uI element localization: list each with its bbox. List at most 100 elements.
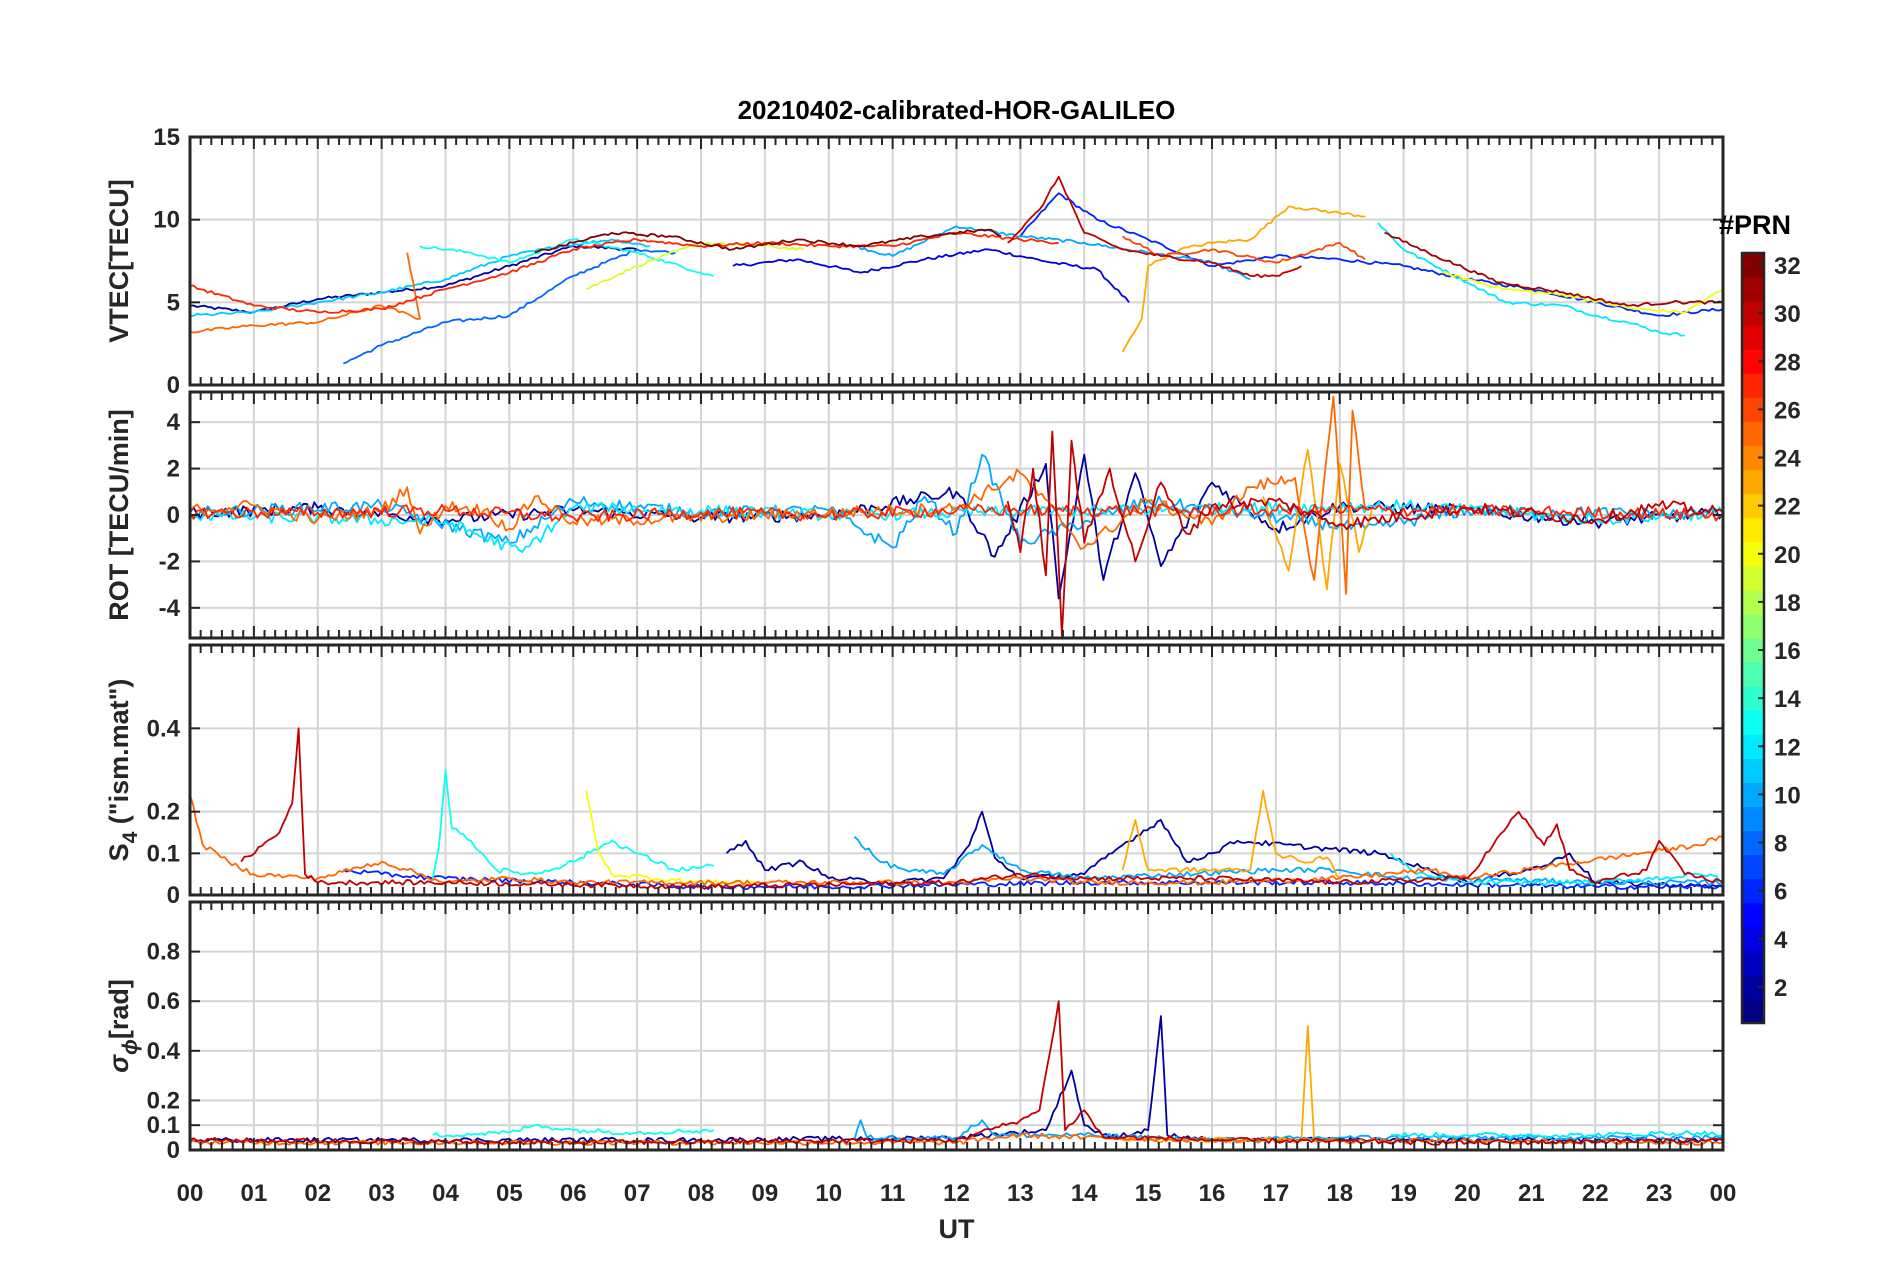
chart-title: 20210402-calibrated-HOR-GALILEO [738, 95, 1176, 125]
y-tick-label: 0 [167, 882, 180, 909]
x-tick-label: 12 [943, 1180, 970, 1207]
x-tick-label: 02 [304, 1180, 331, 1207]
x-tick-label: 11 [880, 1180, 905, 1207]
x-tick-label: 00 [1710, 1180, 1737, 1207]
colorbar-band [1742, 613, 1764, 639]
y-tick-label: 0.4 [147, 1038, 181, 1065]
panel-vtec: 0 5 10 15 VTEC[TECU] [104, 124, 1725, 399]
colorbar-tick-label: 2 [1774, 975, 1787, 1002]
x-tick-label: 17 [1263, 1180, 1290, 1207]
x-tick-label: 16 [1199, 1180, 1226, 1207]
y-tick-label: 0.2 [147, 799, 180, 826]
colorbar-band [1742, 349, 1764, 374]
x-tick-label: 14 [1071, 1180, 1098, 1207]
panel-s4: 00.10.20.4S4 ("ism.mat") [104, 643, 1725, 909]
colorbar-band [1742, 638, 1764, 663]
x-tick-label: 05 [496, 1180, 523, 1207]
y-tick-label: 0.1 [147, 1112, 180, 1139]
y-label-subscript: ϕ [119, 1039, 142, 1055]
y-tick-label: 15 [153, 124, 180, 151]
colorbar-tick-label: 8 [1774, 831, 1787, 858]
colorbar-band [1742, 878, 1764, 904]
series-prn-27 [190, 503, 1723, 523]
x-tick-label: 03 [368, 1180, 395, 1207]
series-prn-30 [240, 727, 1723, 890]
colorbar-tick-label: 4 [1774, 927, 1788, 954]
colorbar-band [1742, 421, 1764, 447]
series-prn-11 [190, 238, 651, 317]
y-tick-labels: 00.10.2 0.4 0.6 0.8 [147, 939, 1723, 1164]
series-prn-13 [431, 769, 714, 879]
series-prn-12 [1390, 1130, 1723, 1139]
series-group [190, 727, 1723, 890]
colorbar-band [1742, 589, 1764, 615]
colorbar-band [1742, 806, 1764, 832]
x-tick-label: 09 [752, 1180, 779, 1207]
axes-frame [188, 643, 1725, 897]
y-tick-label: 0 [167, 502, 180, 529]
y-tick-label: 2 [167, 456, 180, 483]
y-label-subscript: 4 [119, 831, 142, 843]
y-tick-label: 0.6 [147, 988, 180, 1015]
series-prn-20 [1441, 271, 1723, 314]
series-group [190, 395, 1723, 637]
x-tick-labels: 00 01 02 03 04 05 06 07 08 09 10 11 12 13 14 15 16 17 18 19… [177, 1180, 1737, 1207]
colorbar-band [1742, 998, 1764, 1024]
y-tick-label: 0 [167, 1137, 180, 1164]
colorbar-tick-label: 30 [1774, 301, 1801, 328]
axes-frame [188, 135, 1725, 387]
series-prn-12 [1377, 222, 1685, 337]
colorbar-band [1742, 253, 1764, 278]
colorbar-band [1742, 541, 1764, 567]
series-prn-10 [854, 225, 1251, 281]
colorbar-tick-label: 22 [1774, 494, 1801, 521]
colorbar-band [1742, 830, 1764, 856]
series-prn-10 [853, 836, 1723, 886]
x-tick-label: 23 [1646, 1180, 1673, 1207]
panel-sigma: 00.10.20.40.60.8σϕ[rad] [104, 900, 1725, 1164]
x-tick-label: 20 [1454, 1180, 1481, 1207]
colorbar-tick-label: 20 [1774, 542, 1801, 569]
x-tick-label: 10 [815, 1180, 842, 1207]
colorbar-band [1742, 734, 1764, 759]
colorbar-band [1742, 974, 1764, 1000]
colorbar-tick-label: 26 [1774, 397, 1801, 424]
colorbar-tick-label: 14 [1774, 686, 1801, 713]
colorbar-band [1742, 710, 1764, 735]
series-prn-25 [190, 395, 1367, 595]
series-prn-23 [1121, 205, 1366, 353]
x-tick-label: 21 [1518, 1180, 1545, 1207]
colorbar-tick-label: 10 [1774, 782, 1801, 809]
colorbar-tick-label: 18 [1774, 590, 1801, 617]
colorbar-band [1742, 758, 1764, 783]
series-prn-12 [1390, 852, 1723, 886]
colorbar-tick-label: 28 [1774, 349, 1801, 376]
colorbar-tick-label: 6 [1774, 879, 1787, 906]
x-tick-label: 00 [177, 1180, 204, 1207]
x-tick-label: 22 [1582, 1180, 1609, 1207]
x-tick-label: 13 [1007, 1180, 1034, 1207]
colorbar-band [1742, 686, 1764, 711]
colorbar-band [1742, 565, 1764, 591]
y-tick-label: -2 [159, 548, 180, 575]
colorbar-band [1742, 301, 1764, 326]
series-prn-25 [190, 252, 421, 334]
colorbar-tick-label: 12 [1774, 734, 1801, 761]
colorbar-band [1742, 950, 1764, 976]
x-tick-label: 07 [624, 1180, 651, 1207]
x-tick-label: 04 [432, 1180, 459, 1207]
axes-frame [188, 390, 1725, 640]
series-prn-27 [190, 231, 1059, 314]
colorbar-band [1742, 397, 1764, 423]
colorbar-band [1742, 493, 1764, 519]
y-axis-label: S4 ("ism.mat") [104, 679, 142, 862]
y-tick-labels: -4 -2 0 2 4 [159, 409, 1723, 622]
colorbar-frame [1740, 251, 1766, 1025]
y-axis-label: ROT [TECU/min] [104, 409, 134, 620]
y-tick-label: 5 [167, 289, 180, 316]
y-tick-label: 10 [153, 207, 180, 234]
y-label-suffix: ("ism.mat") [104, 679, 134, 832]
y-tick-label: 0.8 [147, 939, 180, 966]
